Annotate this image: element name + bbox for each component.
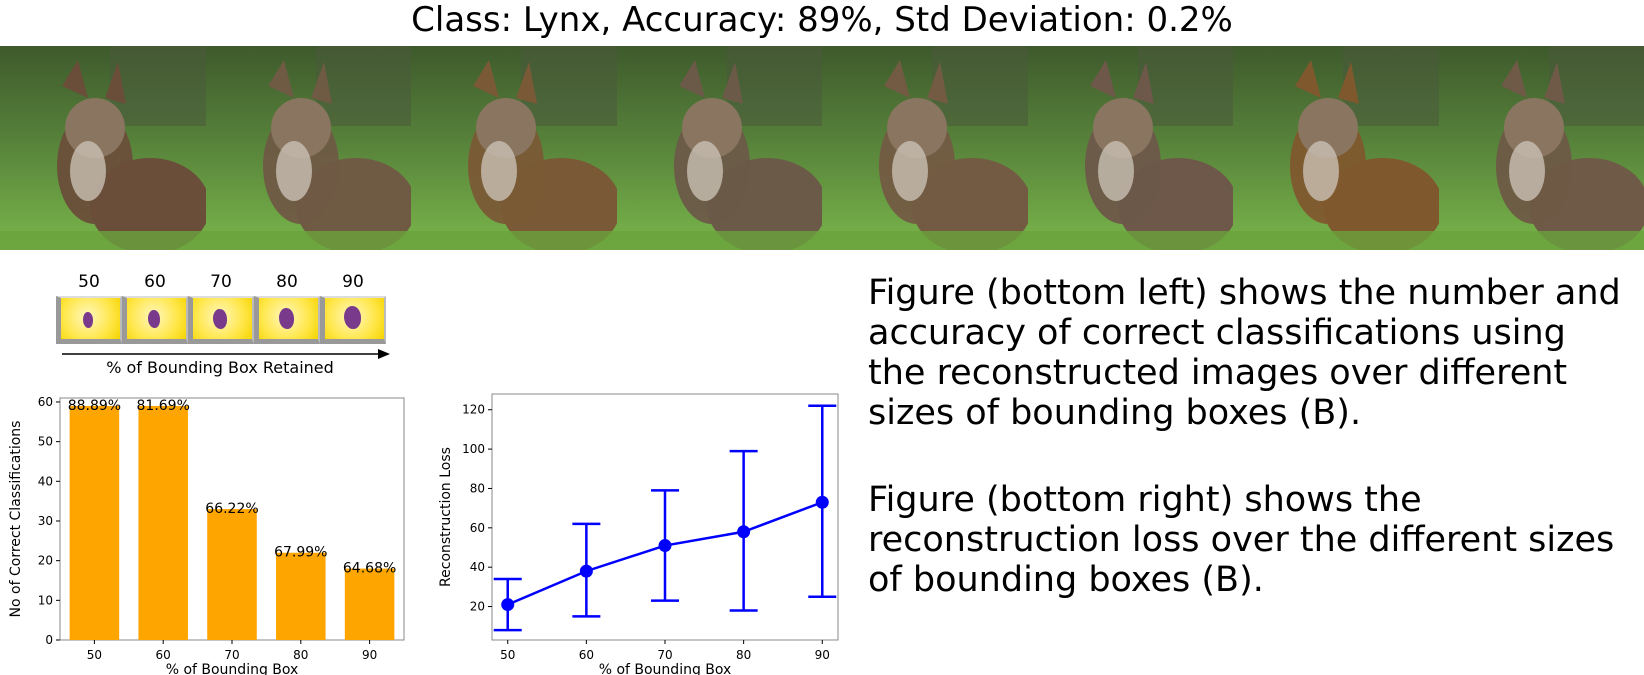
line-x-tick-label: 80 (736, 648, 751, 662)
bbox-example: 90 (320, 272, 386, 344)
strip-image (1438, 46, 1644, 250)
line-x-tick-label: 70 (657, 648, 672, 662)
figure-title: Class: Lynx, Accuracy: 89%, Std Deviatio… (411, 0, 1233, 40)
bbox-example: 80 (254, 272, 320, 344)
strip-image (822, 46, 1028, 250)
bbox-blob (148, 310, 160, 328)
loss-point (815, 495, 829, 509)
bar-y-tick-label: 60 (38, 395, 53, 409)
bbox-thumbnail (122, 296, 188, 344)
bar-y-axis-label: No of Correct Classifications (8, 421, 24, 618)
bar-data-label: 81.69% (137, 398, 190, 414)
bar-y-tick-label: 20 (38, 554, 53, 568)
bar-data-label: 66.22% (205, 501, 258, 517)
bbox-blob (344, 306, 361, 329)
bar (276, 552, 326, 640)
line-y-tick-label: 40 (470, 560, 485, 574)
line-x-tick-label: 50 (500, 648, 515, 662)
bar (207, 509, 257, 640)
bbox-blob (83, 312, 93, 328)
bar-y-tick-label: 0 (45, 633, 53, 647)
strip-image (411, 46, 617, 250)
line-y-tick-label: 120 (462, 403, 485, 417)
bbox-percent-label: 90 (342, 272, 364, 292)
box-arrow-icon (62, 349, 390, 359)
bbox-percent-label: 80 (276, 272, 298, 292)
bbox-percent-label: 70 (210, 272, 232, 292)
line-x-tick-label: 60 (579, 648, 594, 662)
bbox-thumbnail (254, 296, 320, 344)
bbox-blob (279, 308, 294, 329)
bar-data-label: 67.99% (274, 545, 327, 561)
description-paragraph-1: Figure (bottom left) shows the number an… (868, 273, 1621, 433)
bar-y-tick-label: 50 (38, 435, 53, 449)
bar-y-tick-label: 30 (38, 514, 53, 528)
box-caption: % of Bounding Box Retained (106, 358, 334, 377)
bar (69, 405, 120, 640)
bbox-thumbnail (188, 296, 254, 344)
bbox-example: 60 (122, 272, 188, 344)
bar-x-tick-label: 70 (224, 648, 239, 662)
strip-image (0, 46, 206, 250)
bbox-blob (213, 309, 227, 329)
description-paragraph-2: Figure (bottom right) shows the reconstr… (868, 480, 1615, 600)
bbox-percent-label: 50 (78, 272, 100, 292)
bbox-example: 50 (56, 272, 122, 344)
bar-x-tick-label: 90 (362, 648, 377, 662)
bar-data-label: 88.89% (68, 398, 121, 414)
bar-y-tick-label: 10 (38, 593, 53, 607)
line-y-axis-label: Reconstruction Loss (438, 447, 454, 587)
image-strip (0, 46, 1644, 250)
strip-image (616, 46, 822, 250)
line-x-axis-label: % of Bounding Box (599, 662, 732, 675)
loss-point (579, 564, 593, 578)
line-y-tick-label: 60 (470, 521, 485, 535)
bounding-box-examples: 50 60 70 80 90 (56, 272, 396, 364)
strip-image (1027, 46, 1233, 250)
line-y-tick-label: 80 (470, 481, 485, 495)
line-y-tick-label: 100 (462, 442, 485, 456)
loss-point (658, 539, 672, 553)
line-chart: 50 60 70 80 90 20 40 60 80 100 120 % of Bounding Bo… (438, 393, 839, 675)
bar-x-tick-label: 50 (87, 648, 102, 662)
line-x-tick-label: 90 (815, 648, 830, 662)
bar-chart: 88.89% 50 81.69% 60 66.22% 70 67.99% 80 64.68% 90… (8, 395, 405, 675)
loss-point (737, 525, 751, 539)
bar-data-label: 64.68% (343, 561, 396, 577)
bbox-thumbnail (56, 296, 122, 344)
bar (138, 405, 188, 640)
bar-x-axis-label: % of Bounding Box (166, 662, 299, 675)
strip-image (1233, 46, 1439, 250)
strip-image (205, 46, 411, 250)
line-y-tick-label: 20 (470, 600, 485, 614)
bar (344, 568, 395, 640)
bbox-percent-label: 60 (144, 272, 166, 292)
loss-point (501, 598, 515, 612)
bar-x-tick-label: 80 (293, 648, 308, 662)
bar-y-tick-label: 40 (38, 474, 53, 488)
bar-x-tick-label: 60 (156, 648, 171, 662)
bbox-thumbnail (320, 296, 386, 344)
bbox-example: 70 (188, 272, 254, 344)
